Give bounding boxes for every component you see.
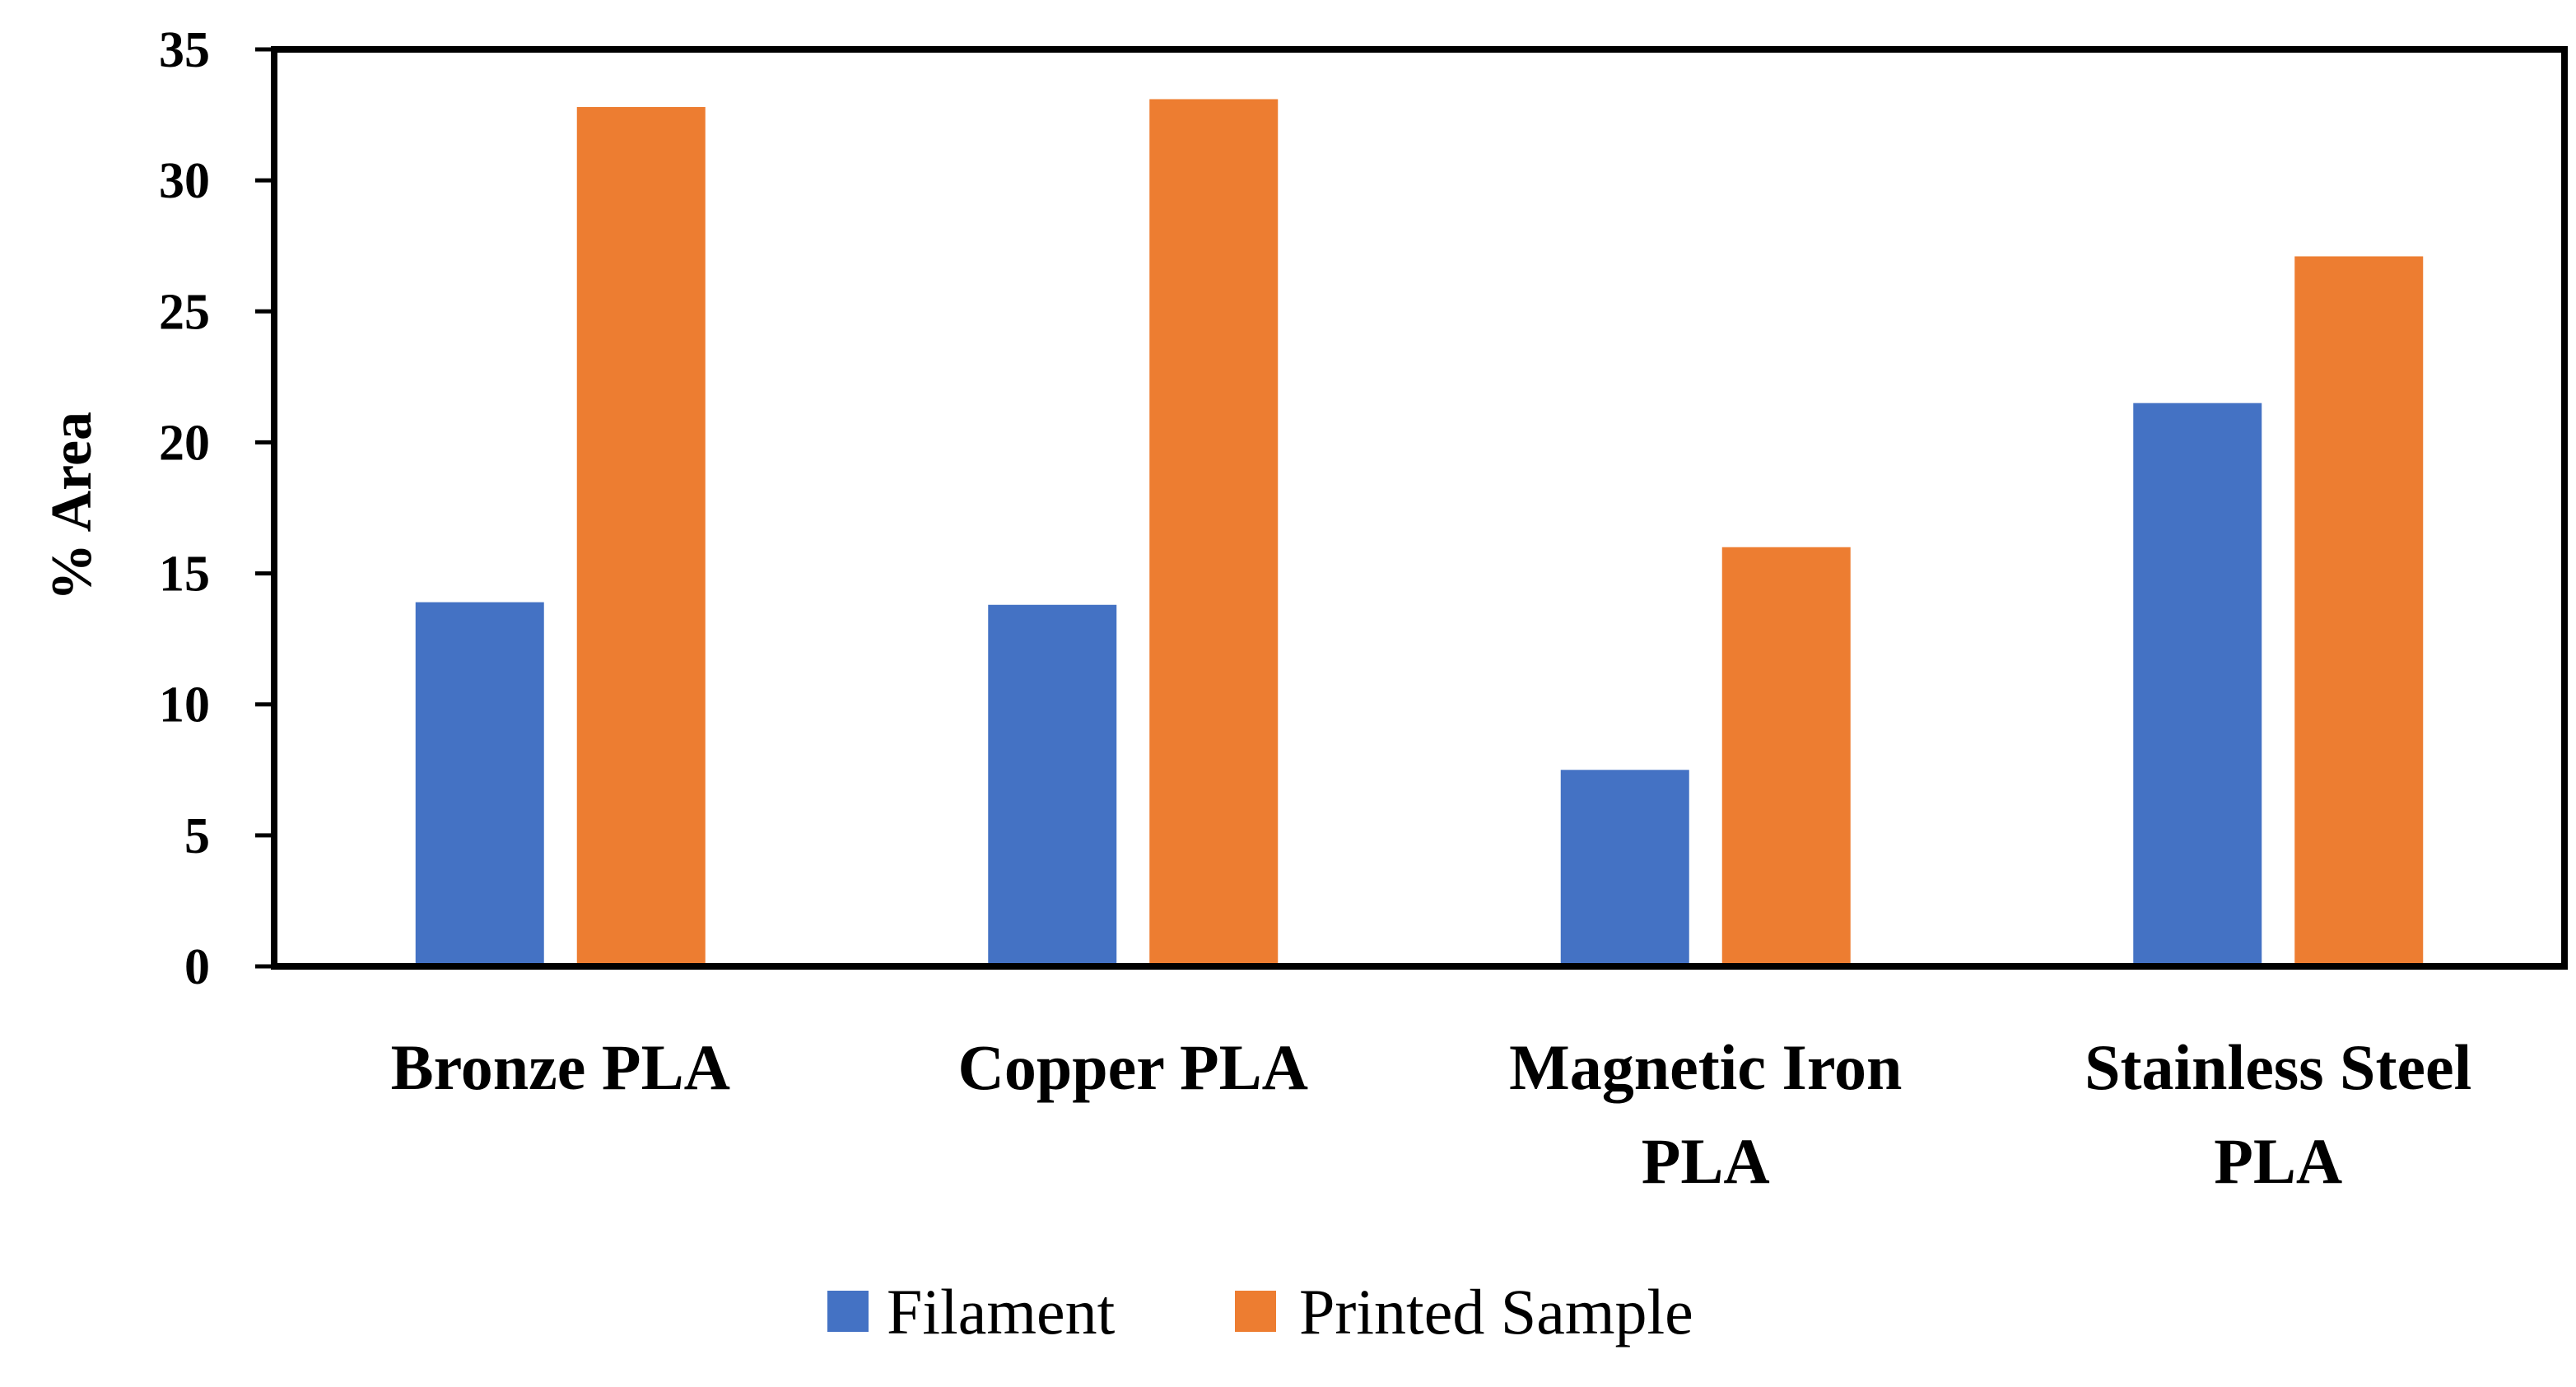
y-ticks-layer: 0 5 10 15 20 25 30 35 (159, 22, 274, 995)
bar-printed-sample (576, 107, 706, 967)
bar-filament (415, 602, 544, 966)
legend: Filament Printed Sample (827, 1276, 1693, 1347)
legend-swatch (827, 1291, 869, 1332)
y-tick-label: 35 (159, 22, 210, 78)
legend-swatch (1235, 1291, 1276, 1332)
bar-printed-sample (1721, 547, 1851, 966)
legend-label: Printed Sample (1299, 1276, 1693, 1347)
y-tick-label: 5 (184, 808, 210, 864)
bar-printed-sample (2294, 256, 2424, 967)
x-category-label: PLA (2214, 1125, 2342, 1197)
plot-frame (271, 46, 2568, 970)
bars-layer (415, 99, 2424, 967)
x-category-label: Copper PLA (958, 1031, 1308, 1103)
y-tick-label: 10 (159, 677, 210, 733)
bar-filament (1560, 770, 1689, 966)
x-category-label: Magnetic Iron (1509, 1031, 1902, 1103)
y-tick-label: 20 (159, 415, 210, 471)
y-tick-label: 0 (184, 939, 210, 995)
x-category-labels: Bronze PLA Copper PLA Magnetic Iron PLA Stai… (391, 1031, 2472, 1197)
bar-filament (988, 604, 1117, 966)
bar-printed-sample (1149, 99, 1279, 967)
y-tick-label: 30 (159, 153, 210, 209)
x-category-label: Stainless Steel (2085, 1031, 2471, 1103)
y-tick-label: 15 (159, 547, 210, 603)
y-tick-label: 25 (159, 284, 210, 340)
legend-label: Filament (887, 1276, 1116, 1347)
y-axis-title: % Area (40, 412, 104, 601)
bar-filament (2133, 403, 2262, 967)
x-category-label: Bronze PLA (391, 1031, 730, 1103)
x-category-label: PLA (1642, 1125, 1770, 1197)
